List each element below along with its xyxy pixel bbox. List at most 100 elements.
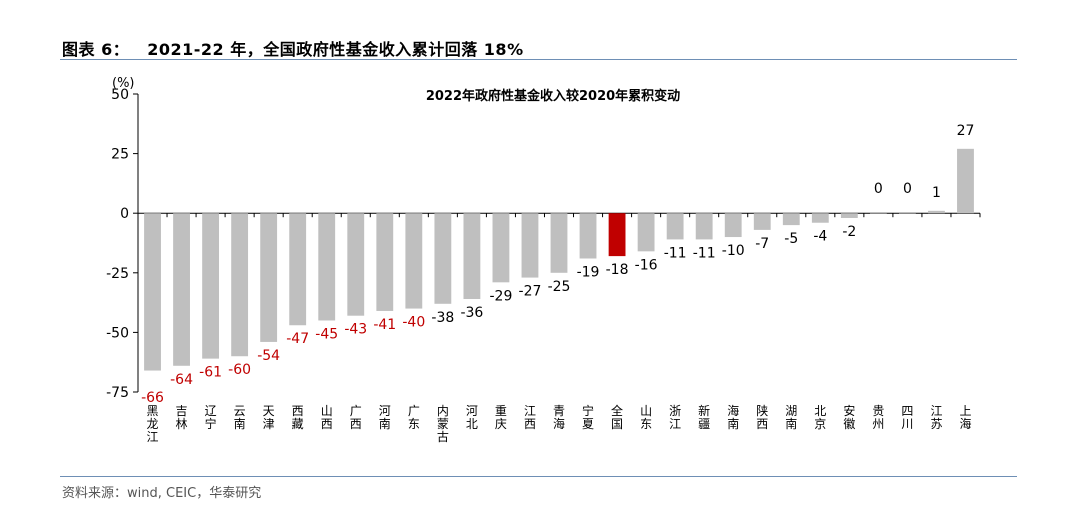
bar xyxy=(898,213,916,214)
x-category-label: 江苏 xyxy=(930,404,942,431)
bar xyxy=(463,213,481,300)
x-category-label: 广西 xyxy=(350,404,362,431)
x-category-label: 河南 xyxy=(379,404,391,431)
bar-value-label: -54 xyxy=(257,348,280,364)
x-category-label: 天津 xyxy=(263,404,275,431)
x-category-label: 西藏 xyxy=(292,404,304,431)
bar-value-label: -2 xyxy=(842,224,856,240)
bar-value-label: -29 xyxy=(489,288,512,304)
bar-value-label: 27 xyxy=(957,123,975,139)
x-category-label: 宁夏 xyxy=(582,403,594,431)
bar xyxy=(289,213,307,326)
x-category-label: 湖南 xyxy=(785,403,797,431)
x-category-label: 河北 xyxy=(466,404,478,431)
bar xyxy=(957,148,974,214)
bar-value-label: -45 xyxy=(315,326,338,342)
bar xyxy=(376,213,394,311)
x-category-label: 贵州 xyxy=(872,404,884,431)
x-category-label: 四川 xyxy=(901,404,913,431)
x-category-label: 江西 xyxy=(524,404,536,431)
bar-value-label: -18 xyxy=(606,262,629,278)
bar-value-label: -66 xyxy=(141,390,164,406)
bar xyxy=(579,213,597,259)
bar-value-label: -38 xyxy=(431,310,454,326)
bar-value-label: -11 xyxy=(693,245,716,261)
x-category-label: 重庆 xyxy=(495,404,507,431)
bar xyxy=(318,213,336,321)
bar xyxy=(260,213,278,342)
bar-value-label: 0 xyxy=(903,181,912,197)
x-category-label: 内蒙古 xyxy=(437,404,449,444)
bar xyxy=(231,213,249,357)
bar xyxy=(753,213,771,230)
bottom-rule xyxy=(60,476,1017,477)
bar-value-label: 1 xyxy=(932,185,941,201)
bar-value-label: -47 xyxy=(286,331,309,347)
bar-value-label: -10 xyxy=(722,243,745,259)
bar-value-label: -36 xyxy=(460,305,483,321)
bar xyxy=(637,213,655,252)
bar xyxy=(666,213,684,240)
bar-value-label: -40 xyxy=(402,315,425,331)
x-category-label: 陕西 xyxy=(756,403,768,431)
bar xyxy=(695,213,713,240)
bar-value-label: -4 xyxy=(813,229,827,245)
source-note: 资料来源：wind, CEIC，华泰研究 xyxy=(62,486,262,501)
x-category-label: 浙江 xyxy=(669,404,681,431)
bar xyxy=(202,213,220,359)
bar-value-label: 0 xyxy=(874,181,883,197)
bar-value-label: -60 xyxy=(228,362,251,378)
bar xyxy=(492,213,510,283)
y-tick-label: 25 xyxy=(111,147,129,163)
y-axis-unit-label: (%) xyxy=(112,76,135,91)
x-category-label: 北京 xyxy=(814,404,826,431)
x-category-label: 安徽 xyxy=(843,403,855,431)
x-category-label: 上海 xyxy=(959,404,971,431)
x-category-label: 辽宁 xyxy=(205,404,217,431)
bar xyxy=(173,213,190,366)
bar-value-label: -64 xyxy=(170,372,193,388)
bar xyxy=(144,213,161,371)
bar-value-label: -5 xyxy=(784,231,798,247)
bar xyxy=(521,213,539,278)
y-tick-label: -25 xyxy=(106,266,129,282)
chart-bars xyxy=(144,148,974,371)
x-category-label: 吉林 xyxy=(176,404,188,431)
y-tick-label: -50 xyxy=(106,325,129,341)
x-category-label: 新疆 xyxy=(698,403,710,431)
x-category-label: 青海 xyxy=(553,404,565,431)
y-tick-label: 50 xyxy=(111,87,129,103)
x-category-label: 黑龙江 xyxy=(147,404,159,444)
bar xyxy=(550,213,568,273)
bar-value-label: -27 xyxy=(519,284,542,300)
bar-value-label: -43 xyxy=(344,322,367,338)
x-category-label: 山西 xyxy=(321,404,333,431)
x-category-label: 山东 xyxy=(640,404,652,431)
chart-value-labels: -66-64 -61 -60-54-47 -45 -43 -41 -40 -38 -36-29-… xyxy=(141,123,974,406)
bar xyxy=(782,213,800,226)
y-tick-label: -75 xyxy=(106,385,129,401)
y-tick-label: 0 xyxy=(120,206,129,222)
x-category-label: 云南 xyxy=(234,404,246,431)
bar xyxy=(347,213,365,316)
bar-value-label: -25 xyxy=(548,279,571,295)
bar-value-label: -61 xyxy=(199,365,222,381)
x-category-label: 全国 xyxy=(611,403,623,431)
bar xyxy=(405,213,423,309)
bar xyxy=(811,213,829,223)
bar xyxy=(869,213,887,214)
figure-label: 图表 6： xyxy=(62,40,130,59)
bar xyxy=(840,213,858,218)
bar-value-label: -16 xyxy=(635,257,658,273)
bar-value-label: -41 xyxy=(373,317,396,333)
bar-value-label: -19 xyxy=(577,264,600,280)
figure-title: 图表 6： 2021-22 年，全国政府性基金收入累计回落 18% xyxy=(62,36,524,60)
bar xyxy=(608,213,626,257)
bar xyxy=(928,210,945,214)
x-category-label: 广东 xyxy=(408,404,420,431)
bar-value-label: -7 xyxy=(755,236,769,252)
bar xyxy=(434,213,452,304)
figure-title-text: 2021-22 年，全国政府性基金收入累计回落 18% xyxy=(147,40,524,59)
